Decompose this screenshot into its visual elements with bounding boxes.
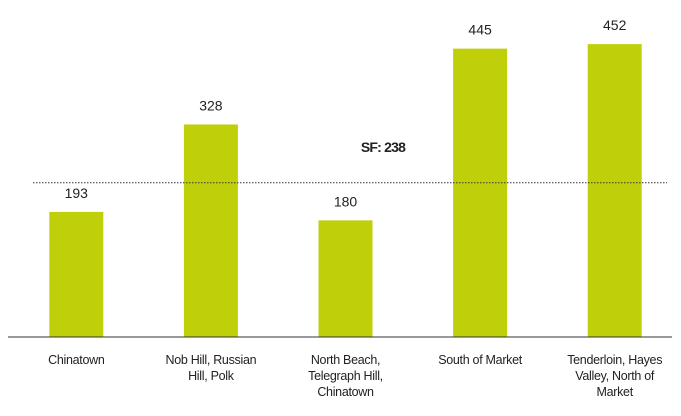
reference-label: SF: 238 (361, 139, 406, 155)
x-tick-label: Tenderloin, Hayes Valley, North of Marke… (567, 353, 663, 399)
bar (587, 44, 642, 337)
x-tick-label: Chinatown (48, 353, 105, 367)
data-label: 328 (199, 97, 223, 113)
bar (453, 48, 508, 337)
x-tick-label: Nob Hill, Russian Hill, Polk (165, 353, 257, 383)
data-label: 452 (603, 17, 627, 33)
data-label: 180 (334, 193, 358, 209)
bar (183, 124, 238, 338)
x-tick-label: North Beach, Telegraph Hill, Chinatown (308, 353, 383, 399)
bar (318, 220, 373, 337)
data-label: 193 (65, 185, 89, 201)
bar (49, 211, 104, 337)
x-tick-label: South of Market (438, 353, 522, 367)
data-label: 445 (468, 22, 492, 38)
